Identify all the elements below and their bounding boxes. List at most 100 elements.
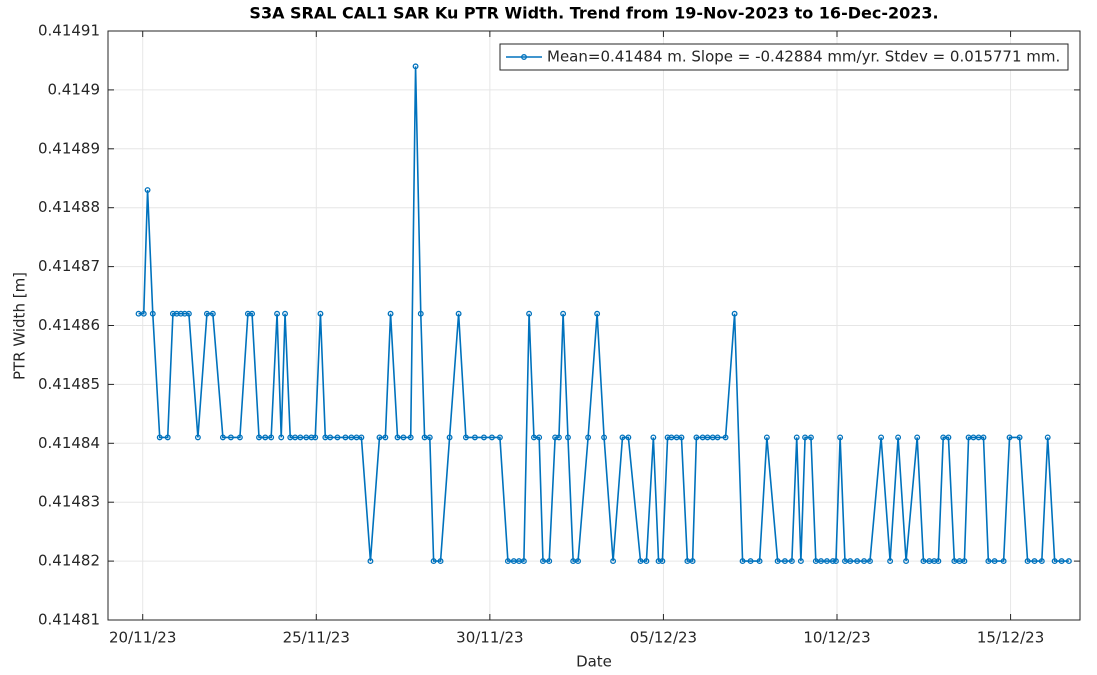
y-tick-label: 0.41484 (38, 434, 100, 452)
data-point (664, 434, 671, 441)
data-point (219, 434, 226, 441)
data-point (659, 558, 666, 565)
x-tick-label: 30/11/23 (456, 629, 523, 647)
data-point (625, 434, 632, 441)
y-tick-label: 0.41489 (38, 139, 100, 157)
data-point (417, 310, 424, 317)
data-point (594, 310, 601, 317)
data-point (818, 558, 824, 565)
data-point (282, 310, 288, 317)
data-point (637, 558, 644, 565)
data-point (1058, 558, 1065, 565)
data-point (488, 434, 495, 441)
data-point (387, 310, 394, 317)
data-point (689, 558, 696, 565)
data-point (471, 434, 478, 441)
data-point (455, 310, 462, 317)
data-point (367, 558, 374, 565)
data-point (278, 434, 285, 441)
data-point (262, 434, 269, 441)
data-point (781, 558, 788, 565)
data-point (693, 434, 700, 441)
plot-frame (107, 30, 1081, 621)
y-tick-label: 0.4149 (48, 80, 101, 98)
legend-label: Mean=0.41484 m. Slope = -0.42884 mm/yr. … (547, 48, 1060, 66)
data-point (382, 434, 389, 441)
chart-title: S3A SRAL CAL1 SAR Ku PTR Width. Trend fr… (249, 4, 938, 23)
data-point (823, 558, 830, 565)
data-point (887, 558, 894, 565)
y-tick-label: 0.41491 (38, 22, 100, 40)
data-point (546, 558, 553, 565)
data-point (536, 434, 543, 441)
data-point (619, 434, 626, 441)
data-point (156, 434, 163, 441)
data-point (256, 434, 262, 441)
legend-marker (521, 54, 527, 60)
data-point (1031, 558, 1038, 565)
data-point (935, 558, 942, 565)
data-point (407, 434, 414, 441)
data-point (575, 558, 581, 565)
data-point (945, 434, 952, 441)
data-point (462, 434, 469, 441)
data-point (808, 434, 814, 441)
data-line (138, 66, 1069, 562)
data-point (481, 434, 487, 441)
data-point (565, 434, 571, 441)
data-point (854, 558, 861, 565)
y-tick-label: 0.41482 (38, 552, 100, 570)
data-point (601, 434, 608, 441)
data-point (861, 558, 868, 565)
data-point (144, 187, 151, 193)
data-point (140, 310, 147, 317)
data-point (878, 434, 885, 441)
data-point (1016, 434, 1023, 441)
data-point (236, 434, 243, 441)
data-point (334, 434, 341, 441)
data-point (164, 434, 171, 441)
data-point (655, 558, 662, 565)
data-point (412, 63, 419, 70)
data-point (920, 558, 927, 565)
data-point (540, 558, 546, 565)
y-tick-label: 0.41487 (38, 257, 100, 275)
data-point (585, 434, 592, 441)
data-point (1065, 558, 1072, 565)
data-point (722, 434, 729, 441)
data-point (867, 558, 873, 565)
y-tick-label: 0.41481 (38, 611, 100, 629)
x-tick-label: 15/12/23 (977, 629, 1044, 647)
data-point (1038, 558, 1045, 565)
y-tick-label: 0.41483 (38, 493, 100, 511)
data-point (914, 434, 921, 441)
data-point (312, 434, 319, 441)
data-point (1051, 558, 1058, 565)
data-point (149, 310, 156, 317)
data-point (895, 434, 902, 441)
x-tick-label: 25/11/23 (283, 629, 350, 647)
data-point (227, 434, 234, 441)
x-tick-label: 20/11/23 (109, 629, 176, 647)
data-point (177, 310, 184, 317)
y-tick-label: 0.41485 (38, 375, 100, 393)
data-point (268, 434, 275, 441)
data-point (1000, 558, 1007, 565)
data-point (991, 558, 998, 565)
data-point (400, 434, 407, 441)
data-point (249, 310, 256, 317)
data-point (327, 434, 334, 441)
data-point (961, 558, 968, 565)
data-point (496, 434, 503, 441)
data-point (643, 558, 650, 565)
data-point (555, 434, 562, 441)
data-point (610, 558, 617, 565)
data-point (194, 434, 201, 441)
data-point (203, 310, 210, 317)
data-point (1024, 558, 1031, 565)
legend: Mean=0.41484 m. Slope = -0.42884 mm/yr. … (499, 43, 1069, 71)
data-point (837, 434, 844, 441)
data-point (793, 434, 800, 441)
data-point (739, 558, 746, 565)
